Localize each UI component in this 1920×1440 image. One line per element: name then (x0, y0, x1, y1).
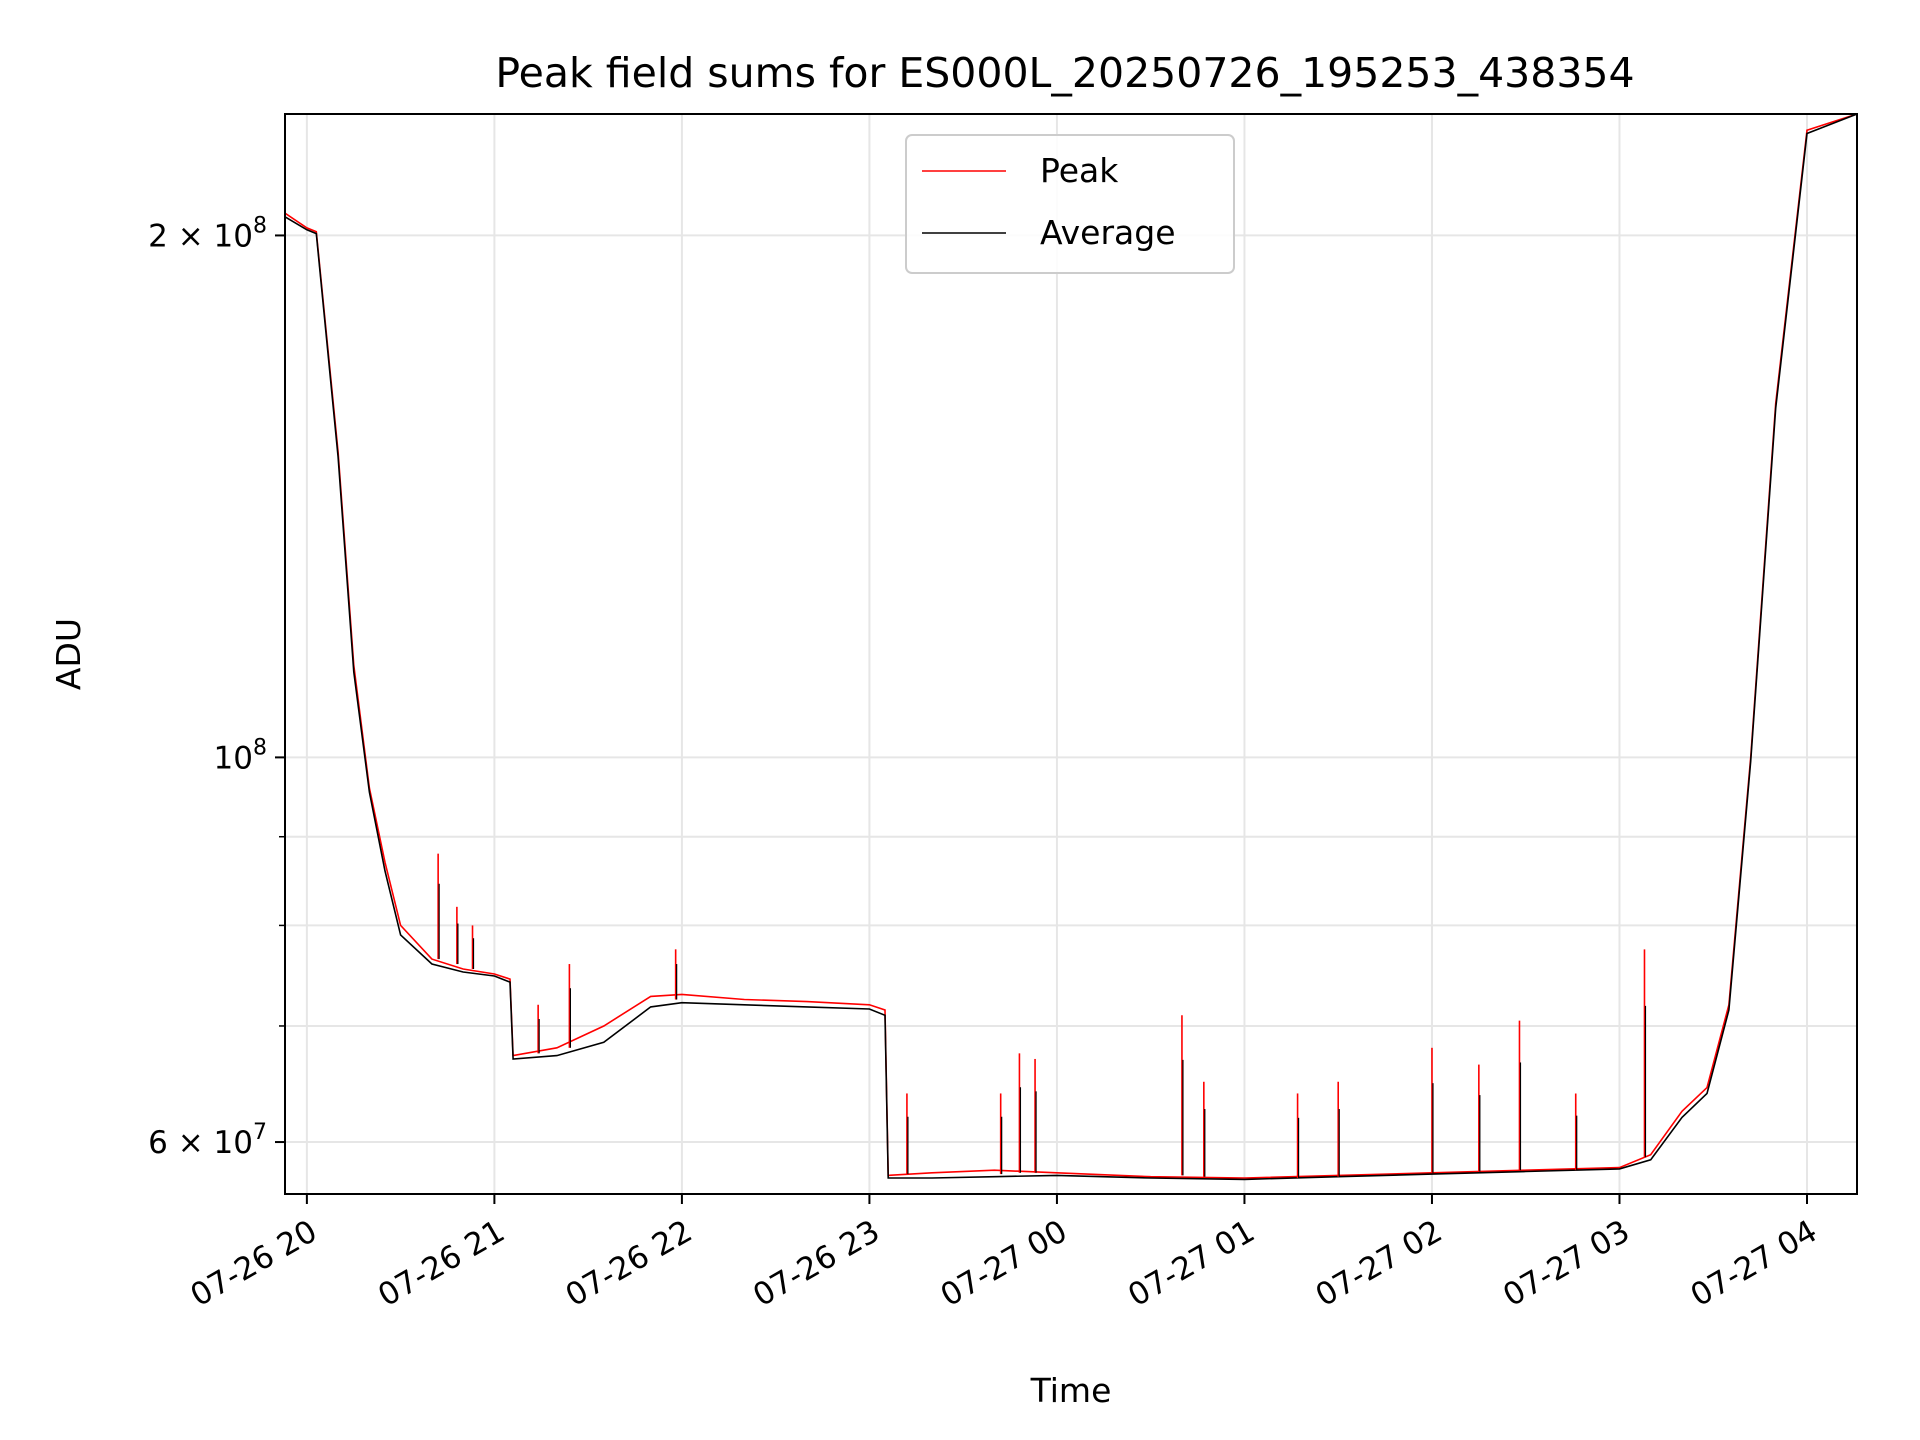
y-tick-exponent: 8 (253, 735, 267, 760)
legend-box (905, 134, 1235, 274)
y-tick-exponent: 8 (253, 213, 267, 238)
chart-title: Peak field sums for ES000L_20250726_1952… (495, 49, 1634, 97)
y-tick-base: 10 (214, 740, 253, 776)
legend-label-average: Average (1040, 213, 1176, 252)
y-tick-base: 2 × 10 (148, 218, 253, 254)
y-tick-exponent: 7 (253, 1120, 267, 1145)
y-tick-label: 2 × 108 (148, 213, 267, 254)
plot-frame (284, 113, 1858, 1195)
legend: Peak Average (905, 134, 1235, 274)
series-layer (285, 114, 1857, 1181)
y-tick-label: 108 (214, 735, 267, 776)
series-line-peak (285, 114, 1857, 1179)
series-line-average (285, 114, 1857, 1181)
legend-label-peak: Peak (1040, 151, 1119, 190)
grid (285, 114, 1857, 1194)
y-tick-base: 6 × 10 (148, 1125, 253, 1161)
y-axis-label: ADU (49, 618, 88, 690)
y-tick-label: 6 × 107 (148, 1120, 267, 1161)
x-axis-label: Time (1030, 1371, 1112, 1410)
